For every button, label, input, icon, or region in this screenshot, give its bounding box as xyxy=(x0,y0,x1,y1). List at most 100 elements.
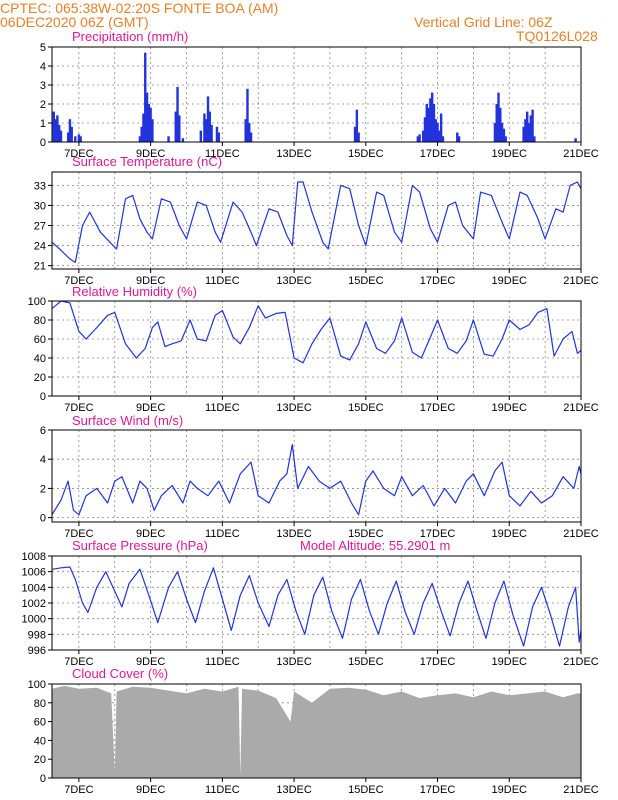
precip-bar xyxy=(495,104,498,142)
precip-ytick-label: 5 xyxy=(40,42,46,54)
precip-bar xyxy=(66,132,70,142)
precip-bar xyxy=(57,124,61,142)
precip-bar xyxy=(68,119,72,142)
temperature-frame xyxy=(51,171,582,270)
cloud-ytick-label: 40 xyxy=(34,735,46,747)
humidity-xtick-label: 11DEC xyxy=(205,402,240,414)
temperature-xtick-label: 11DEC xyxy=(205,275,240,287)
precip-bar xyxy=(504,136,507,142)
precip-bar xyxy=(524,119,527,142)
humidity-xtick-label: 15DEC xyxy=(348,402,384,414)
precip-bar xyxy=(210,124,213,142)
cloud-xtick-label: 7DEC xyxy=(64,784,93,796)
pressure-ytick-label: 998 xyxy=(28,629,46,641)
grid-note: Vertical Grid Line: 06Z xyxy=(414,14,553,30)
pressure-series xyxy=(52,566,581,647)
humidity-ytick-label: 40 xyxy=(34,353,46,365)
precip-bar xyxy=(497,92,500,142)
precip-bar xyxy=(522,126,525,142)
wind-ytick-label: 4 xyxy=(40,454,46,466)
precip-xtick-label: 15DEC xyxy=(348,148,384,160)
pressure-xtick-label: 11DEC xyxy=(205,656,240,668)
humidity-frame xyxy=(51,300,582,397)
precip-xtick-label: 7DEC xyxy=(64,148,93,160)
precip-title: Precipitation (mm/h) xyxy=(72,29,188,44)
precip-bar xyxy=(432,104,436,142)
pressure-ytick-label: 1004 xyxy=(22,582,46,594)
precip-bar xyxy=(529,115,532,142)
precip-bar xyxy=(533,136,536,142)
humidity-xtick-label: 21DEC xyxy=(563,402,599,414)
precip-bar xyxy=(502,128,506,142)
temperature-title: Surface Temperature (nC) xyxy=(72,154,222,169)
precip-series xyxy=(52,52,577,142)
precip-bar xyxy=(526,111,529,142)
precip-bar xyxy=(493,123,497,142)
pressure-xtick-label: 17DEC xyxy=(420,656,456,668)
pressure-xtick-label: 19DEC xyxy=(492,656,528,668)
precip-bar xyxy=(70,126,73,142)
precip-bar xyxy=(149,107,152,142)
precip-bar xyxy=(425,104,428,142)
precip-bar xyxy=(499,107,502,142)
humidity-xtick-label: 9DEC xyxy=(136,402,165,414)
pressure-title: Surface Pressure (hPa) xyxy=(72,538,208,553)
precip-bar xyxy=(423,117,427,142)
precip-bar xyxy=(144,52,147,142)
humidity-ytick-label: 60 xyxy=(34,334,46,346)
precip-bar xyxy=(531,109,534,142)
precip-ytick-label: 1 xyxy=(40,118,46,130)
precip-bar xyxy=(457,136,461,142)
wind-ytick-label: 0 xyxy=(40,513,46,525)
wind-xtick-label: 19DEC xyxy=(492,528,528,540)
precip-bar xyxy=(441,136,445,142)
precip-bar xyxy=(456,132,459,142)
pressure-xtick-label: 15DEC xyxy=(348,656,384,668)
precip-bar xyxy=(206,96,210,142)
wind-panel xyxy=(48,429,582,526)
precip-bar xyxy=(416,136,420,142)
precip-bar xyxy=(418,134,421,142)
precip-bar xyxy=(181,138,185,142)
precip-bar xyxy=(176,86,179,142)
precip-bar xyxy=(574,138,577,142)
precip-bar xyxy=(203,113,206,142)
precip-bar xyxy=(147,104,151,142)
pressure-line xyxy=(52,566,581,647)
precip-bar xyxy=(430,92,434,142)
temperature-xtick-label: 9DEC xyxy=(136,275,165,287)
cloud-xtick-label: 17DEC xyxy=(420,784,456,796)
humidity-xtick-label: 19DEC xyxy=(492,402,528,414)
precip-ytick-label: 0 xyxy=(40,137,46,149)
precip-bar xyxy=(429,98,432,142)
cloud-ytick-label: 80 xyxy=(34,698,46,710)
precip-ytick-label: 4 xyxy=(40,61,46,73)
cloud-ytick-label: 20 xyxy=(34,754,46,766)
precip-bar xyxy=(52,111,55,142)
cloud-xtick-label: 21DEC xyxy=(563,784,599,796)
precip-ytick-label: 2 xyxy=(40,99,46,111)
cloud-xtick-label: 15DEC xyxy=(348,784,384,796)
precip-xtick-label: 19DEC xyxy=(492,148,528,160)
wind-series xyxy=(52,444,581,516)
pressure-ytick-label: 1000 xyxy=(22,614,46,626)
temperature-xtick-label: 15DEC xyxy=(348,275,384,287)
cloud-xtick-label: 11DEC xyxy=(205,784,240,796)
pressure-ytick-label: 996 xyxy=(28,645,46,657)
temperature-ytick-label: 24 xyxy=(34,241,46,253)
precip-bar xyxy=(353,126,357,142)
precip-bar xyxy=(208,111,212,142)
wind-xtick-label: 17DEC xyxy=(420,528,456,540)
humidity-xtick-label: 13DEC xyxy=(276,402,312,414)
header: CPTEC: 065:38W-02:20S FONTE BOA (AM) 06D… xyxy=(0,0,618,45)
precip-bar xyxy=(527,123,531,142)
precip-bar xyxy=(249,132,253,142)
pressure-panel xyxy=(48,555,582,654)
precip-bar xyxy=(215,126,219,142)
temperature-xtick-label: 13DEC xyxy=(276,275,312,287)
precip-bar xyxy=(138,136,142,142)
humidity-title: Relative Humidity (%) xyxy=(72,284,197,299)
pressure-ytick-label: 1008 xyxy=(22,551,46,563)
precip-bar xyxy=(59,130,63,142)
